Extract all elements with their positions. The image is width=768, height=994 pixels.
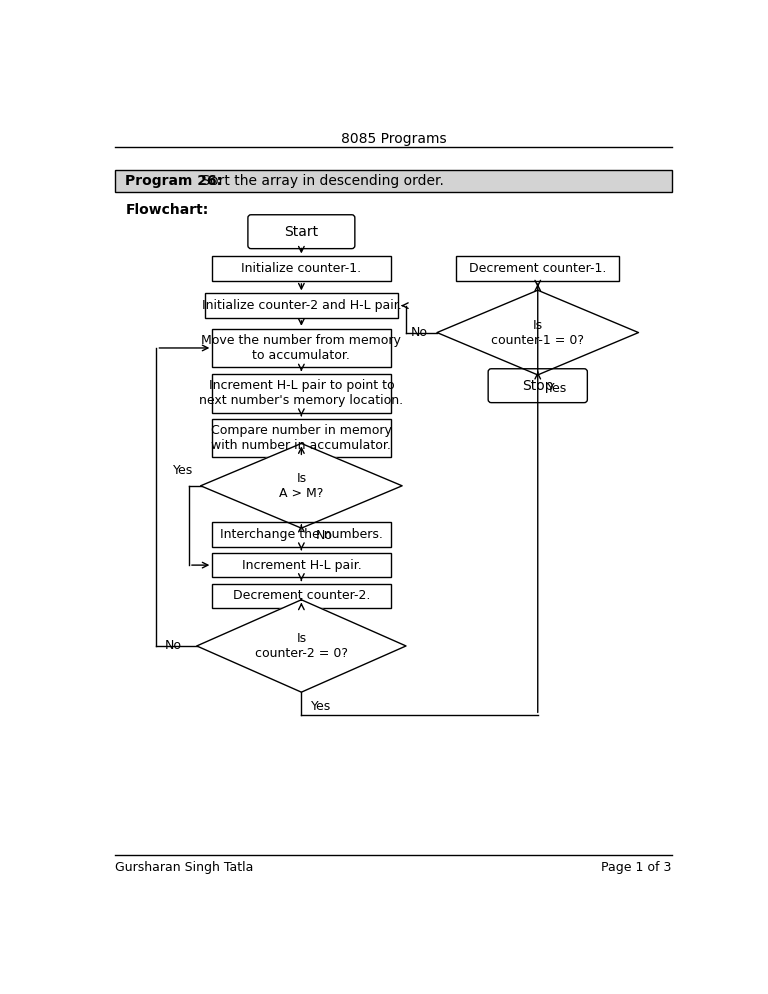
- Text: Stop: Stop: [522, 379, 554, 393]
- Text: Interchange the numbers.: Interchange the numbers.: [220, 528, 382, 541]
- Text: Decrement counter-1.: Decrement counter-1.: [469, 262, 607, 275]
- Text: Yes: Yes: [547, 383, 568, 396]
- Text: Initialize counter-1.: Initialize counter-1.: [241, 262, 362, 275]
- Text: Start: Start: [284, 225, 319, 239]
- Text: Page 1 of 3: Page 1 of 3: [601, 861, 672, 874]
- FancyBboxPatch shape: [212, 583, 390, 608]
- Text: Sort the array in descending order.: Sort the array in descending order.: [197, 174, 444, 188]
- Text: Is
counter-2 = 0?: Is counter-2 = 0?: [255, 632, 348, 660]
- Text: No: No: [411, 326, 428, 339]
- Text: Move the number from memory
to accumulator.: Move the number from memory to accumulat…: [201, 334, 402, 362]
- FancyBboxPatch shape: [204, 293, 399, 318]
- Text: Yes: Yes: [173, 464, 193, 477]
- Text: Flowchart:: Flowchart:: [125, 203, 209, 217]
- Text: Increment H-L pair to point to
next number's memory location.: Increment H-L pair to point to next numb…: [200, 380, 403, 408]
- Text: Yes: Yes: [311, 700, 331, 713]
- FancyBboxPatch shape: [212, 256, 390, 281]
- Text: Is
A > M?: Is A > M?: [280, 472, 323, 500]
- FancyBboxPatch shape: [488, 369, 588, 403]
- FancyBboxPatch shape: [212, 553, 390, 578]
- FancyBboxPatch shape: [212, 418, 390, 457]
- FancyBboxPatch shape: [212, 522, 390, 547]
- Polygon shape: [200, 443, 402, 528]
- FancyBboxPatch shape: [115, 170, 672, 192]
- Text: Program 26:: Program 26:: [125, 174, 223, 188]
- Text: Gursharan Singh Tatla: Gursharan Singh Tatla: [115, 861, 253, 874]
- Text: 8085 Programs: 8085 Programs: [341, 132, 446, 146]
- Polygon shape: [197, 599, 406, 692]
- Text: Increment H-L pair.: Increment H-L pair.: [241, 559, 361, 572]
- Text: Compare number in memory
with number in accumulator.: Compare number in memory with number in …: [211, 424, 392, 452]
- Text: Initialize counter-2 and H-L pair.: Initialize counter-2 and H-L pair.: [201, 299, 401, 312]
- Polygon shape: [437, 290, 638, 375]
- FancyBboxPatch shape: [248, 215, 355, 248]
- FancyBboxPatch shape: [456, 256, 619, 281]
- Text: No: No: [164, 639, 181, 652]
- FancyBboxPatch shape: [212, 374, 390, 413]
- Text: No: No: [316, 530, 333, 543]
- Text: Is
counter-1 = 0?: Is counter-1 = 0?: [492, 318, 584, 347]
- FancyBboxPatch shape: [212, 329, 390, 367]
- Text: Decrement counter-2.: Decrement counter-2.: [233, 589, 370, 602]
